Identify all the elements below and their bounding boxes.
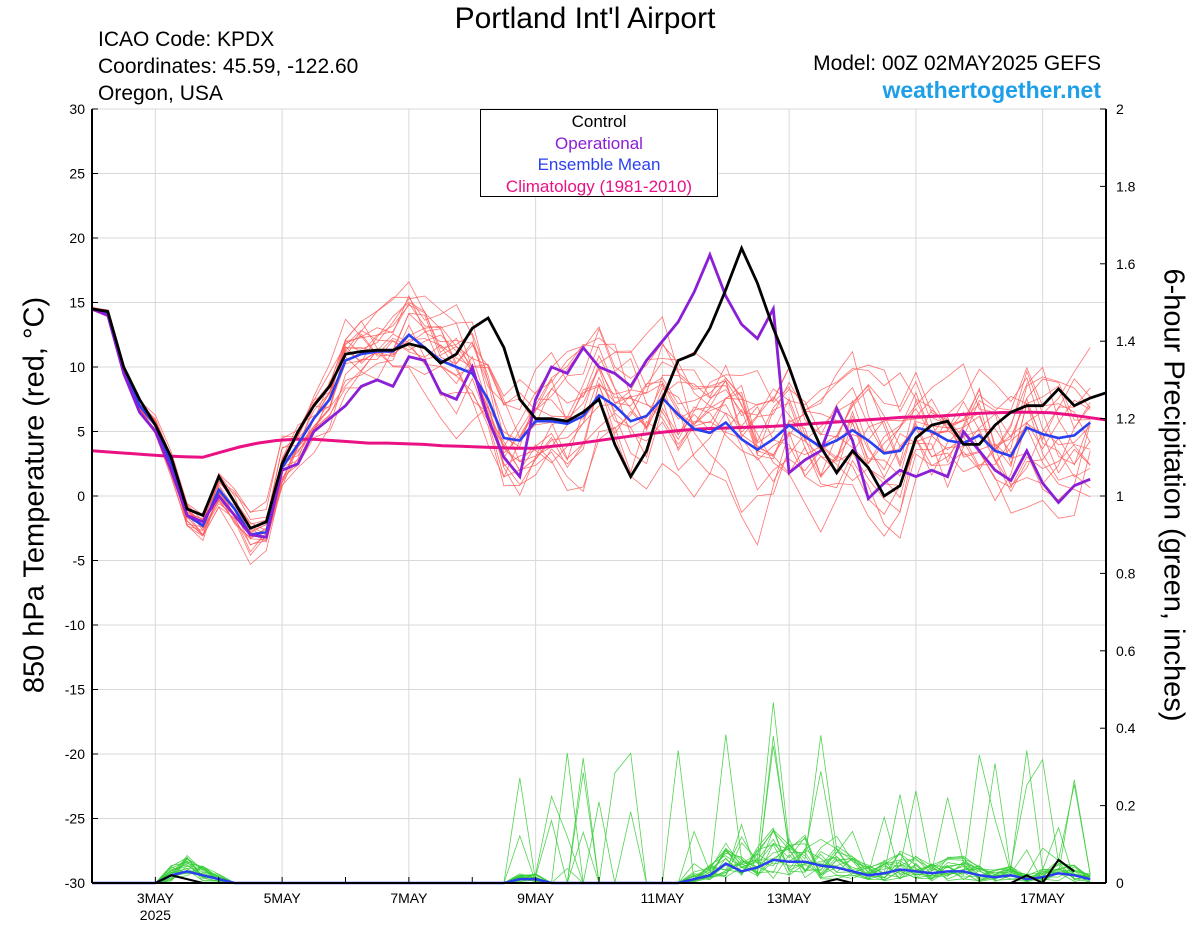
legend-climatology: Climatology (1981-2010) <box>505 176 693 196</box>
right-tick-label: 0.8 <box>1116 565 1136 581</box>
left-tick-label: 15 <box>69 295 85 311</box>
precip-member-line <box>92 735 1091 884</box>
temp-member-line <box>91 309 1091 528</box>
temp-operational-line <box>91 251 1091 539</box>
right-tick-label: 0 <box>1116 875 1124 891</box>
right-tick-label: 1 <box>1116 488 1124 504</box>
x-tick-label: 17MAY <box>1020 890 1066 906</box>
legend-operational: Operational <box>555 133 643 153</box>
model-run: Model: 00Z 02MAY2025 GEFS <box>813 52 1101 75</box>
region: Oregon, USA <box>98 82 223 105</box>
temp-ensemble-members <box>91 281 1091 566</box>
temp-member-line <box>91 281 1091 553</box>
y-axis-label-left: 850 hPa Temperature (red, °C) <box>18 296 51 694</box>
right-tick-label: 0.2 <box>1116 798 1136 814</box>
temp-member-line <box>91 308 1091 536</box>
right-tick-label: 2 <box>1116 101 1124 117</box>
temp-member-line <box>91 309 1091 536</box>
left-axis-ticks: 30 25 20 15 10 5 0 -5 -10 -15 -20 -25 -30 <box>65 101 98 891</box>
legend-ensemble-mean: Ensemble Mean <box>537 155 661 174</box>
precip-member-line <box>92 750 1091 884</box>
x-tick-label: 5MAY <box>264 890 302 906</box>
x-tick-label: 11MAY <box>640 890 684 906</box>
temp-member-line <box>91 307 1091 546</box>
left-tick-label: 25 <box>69 166 85 182</box>
temp-member-line <box>91 294 1091 557</box>
precip-member-line <box>92 735 1091 884</box>
right-tick-label: 1.4 <box>1116 333 1136 349</box>
legend: Control Operational Ensemble Mean Climat… <box>480 109 718 197</box>
left-tick-label: -20 <box>65 746 85 762</box>
temp-member-line <box>91 308 1091 541</box>
left-tick-label: 30 <box>69 101 85 117</box>
left-tick-label: -30 <box>65 875 85 891</box>
x-tick-label: 13MAY <box>767 890 813 906</box>
x-tick-label: 3MAY <box>137 890 175 906</box>
icao-code: ICAO Code: KPDX <box>98 28 275 51</box>
right-tick-label: 1.2 <box>1116 411 1136 427</box>
precip-member-line <box>92 844 1091 884</box>
site-link[interactable]: weathertogether.net <box>882 77 1101 103</box>
x-tick-label: 7MAY <box>390 890 428 906</box>
x-tick-sublabel: 2025 <box>140 907 171 923</box>
x-tick-label: 15MAY <box>893 890 939 906</box>
climatology-line <box>91 410 1107 459</box>
x-tick-label: 9MAY <box>517 890 555 906</box>
temp-member-line <box>91 310 1091 525</box>
right-tick-label: 0.6 <box>1116 643 1136 659</box>
precip-member-line <box>92 702 1091 884</box>
left-tick-label: 0 <box>77 488 85 504</box>
left-tick-label: -25 <box>65 811 85 827</box>
y-axis-label-right: 6-hour Precipitation (green, inches) <box>1157 268 1190 722</box>
left-tick-label: 10 <box>69 359 85 375</box>
temp-member-line <box>91 309 1091 545</box>
temp-control-line <box>91 244 1107 531</box>
legend-control: Control <box>571 112 627 131</box>
precip-member-line <box>92 734 1091 884</box>
right-tick-label: 1.6 <box>1116 256 1136 272</box>
main-series <box>91 244 1107 885</box>
chart-title: Portland Int'l Airport <box>454 2 716 35</box>
coordinates: Coordinates: 45.59, -122.60 <box>98 55 359 78</box>
left-tick-label: 20 <box>69 230 85 246</box>
right-axis-ticks: 2 1.8 1.6 1.4 1.2 1 0.8 0.6 0.4 0.2 0 <box>1100 101 1136 891</box>
temp-member-line <box>91 306 1091 532</box>
precip-mean-line <box>92 858 1091 885</box>
right-tick-label: 1.8 <box>1116 178 1136 194</box>
left-tick-label: -15 <box>65 682 85 698</box>
precip-ensemble-members <box>92 702 1091 884</box>
right-tick-label: 0.4 <box>1116 720 1136 736</box>
left-tick-label: 5 <box>77 424 85 440</box>
left-tick-label: -10 <box>65 617 85 633</box>
left-tick-label: -5 <box>73 553 86 569</box>
grid-lines <box>92 108 1106 884</box>
